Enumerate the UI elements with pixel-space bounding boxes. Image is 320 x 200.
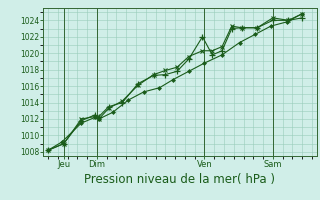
X-axis label: Pression niveau de la mer( hPa ): Pression niveau de la mer( hPa ): [84, 173, 276, 186]
